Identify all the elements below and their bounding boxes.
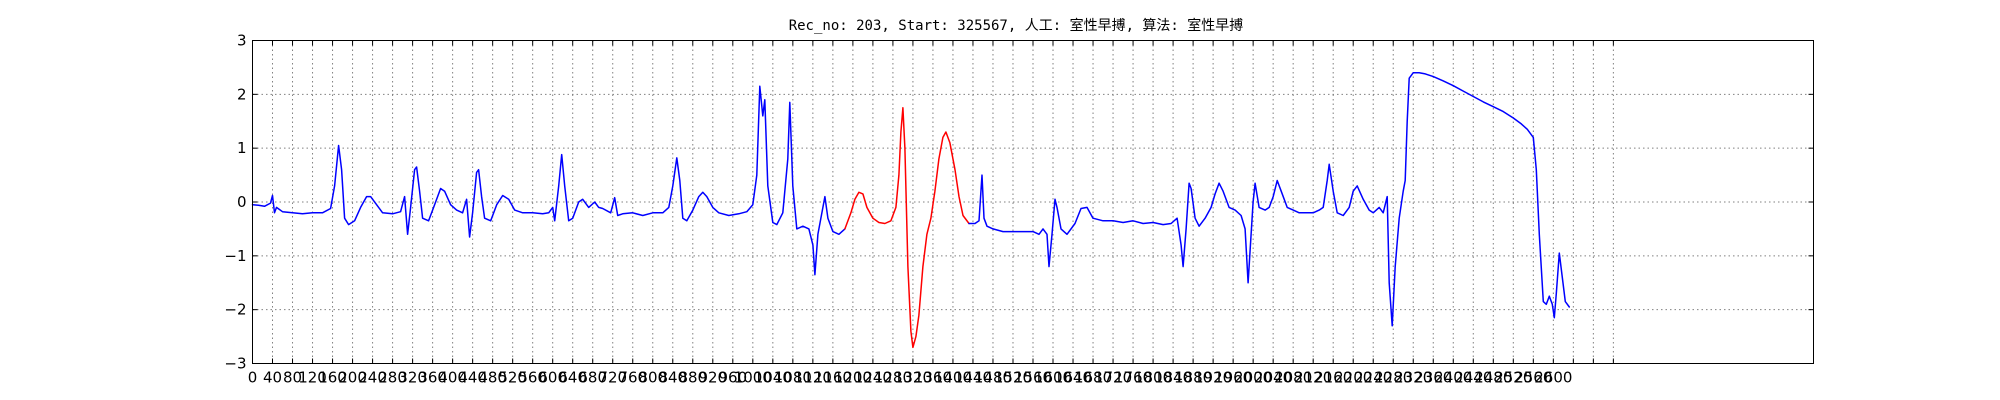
y-tick-label: −2 bbox=[224, 301, 246, 319]
x-tick-label: 1880 bbox=[1174, 369, 1212, 387]
x-tick-label: 2040 bbox=[1254, 369, 1292, 387]
x-tick-label: 2200 bbox=[1334, 369, 1372, 387]
x-tick-label: 160 bbox=[318, 369, 347, 387]
series-line-1 bbox=[251, 85, 846, 276]
x-tick-label: 2560 bbox=[1514, 369, 1552, 387]
x-tick-label: 0 bbox=[248, 369, 258, 387]
y-tick-label: 1 bbox=[237, 139, 247, 157]
x-tick-label: 2080 bbox=[1274, 369, 1312, 387]
x-tick-label: 1440 bbox=[954, 369, 992, 387]
series-line-2 bbox=[844, 107, 970, 349]
x-tick-label: 960 bbox=[718, 369, 747, 387]
x-tick-label: 1120 bbox=[794, 369, 832, 387]
x-axis: 0 40 8012016020024028032036040044048052056… bbox=[248, 40, 1614, 387]
x-tick-label: 1320 bbox=[894, 369, 932, 387]
x-tick-label: 2240 bbox=[1354, 369, 1392, 387]
x-tick-label: 1160 bbox=[814, 369, 852, 387]
x-tick-label: 2600 bbox=[1534, 369, 1572, 387]
series-line-3 bbox=[968, 72, 1571, 327]
x-tick-label: 2160 bbox=[1314, 369, 1352, 387]
y-tick-label: −1 bbox=[224, 247, 246, 265]
x-tick-label: 1720 bbox=[1094, 369, 1132, 387]
x-tick-label: 800 bbox=[638, 369, 667, 387]
x-tick-label: 1040 bbox=[754, 369, 792, 387]
x-tick-label: 280 bbox=[378, 369, 407, 387]
x-tick-label: 80 bbox=[283, 369, 302, 387]
x-tick-label: 40 bbox=[263, 369, 282, 387]
x-tick-label: 2280 bbox=[1374, 369, 1412, 387]
chart-title: Rec_no: 203, Start: 325567, 人工: 室性早搏, 算法… bbox=[789, 17, 1244, 34]
x-tick-label: 680 bbox=[578, 369, 607, 387]
x-tick-label: 200 bbox=[338, 369, 367, 387]
x-tick-label: 1920 bbox=[1194, 369, 1232, 387]
x-tick-label: 1640 bbox=[1054, 369, 1092, 387]
y-axis: −3 −2 −1 0 1 2 3 bbox=[224, 32, 1814, 373]
series-layer bbox=[251, 72, 1571, 349]
x-tick-label: 1240 bbox=[854, 369, 892, 387]
x-tick-label: 1600 bbox=[1034, 369, 1072, 387]
x-tick-label: 1360 bbox=[914, 369, 952, 387]
x-tick-label: 240 bbox=[358, 369, 387, 387]
x-tick-label: 360 bbox=[418, 369, 447, 387]
x-tick-label: 1560 bbox=[1014, 369, 1052, 387]
x-tick-label: 760 bbox=[618, 369, 647, 387]
y-tick-label: 0 bbox=[237, 193, 247, 211]
x-tick-label: 1000 bbox=[734, 369, 772, 387]
x-tick-label: 1200 bbox=[834, 369, 872, 387]
x-tick-label: 720 bbox=[598, 369, 627, 387]
x-tick-label: 2000 bbox=[1234, 369, 1272, 387]
x-tick-label: 440 bbox=[458, 369, 487, 387]
x-tick-label: 2440 bbox=[1454, 369, 1492, 387]
x-tick-label: 1960 bbox=[1214, 369, 1252, 387]
x-tick-label: 480 bbox=[478, 369, 507, 387]
x-tick-label: 880 bbox=[678, 369, 707, 387]
y-tick-label: −3 bbox=[224, 355, 246, 373]
x-tick-label: 920 bbox=[698, 369, 727, 387]
x-tick-label: 2120 bbox=[1294, 369, 1332, 387]
x-tick-label: 1840 bbox=[1154, 369, 1192, 387]
x-tick-label: 640 bbox=[558, 369, 587, 387]
y-tick-label: 2 bbox=[237, 85, 247, 103]
x-tick-label: 1800 bbox=[1134, 369, 1172, 387]
x-tick-label: 1400 bbox=[934, 369, 972, 387]
x-tick-label: 2360 bbox=[1414, 369, 1452, 387]
x-tick-label: 1080 bbox=[774, 369, 812, 387]
x-tick-label: 840 bbox=[658, 369, 687, 387]
y-tick-label: 3 bbox=[237, 32, 247, 50]
x-tick-label: 1520 bbox=[994, 369, 1032, 387]
x-tick-label: 2400 bbox=[1434, 369, 1472, 387]
x-tick-label: 320 bbox=[398, 369, 427, 387]
x-tick-label: 2480 bbox=[1474, 369, 1512, 387]
x-tick-label: 600 bbox=[538, 369, 567, 387]
x-tick-label: 1680 bbox=[1074, 369, 1112, 387]
x-tick-label: 400 bbox=[438, 369, 467, 387]
x-tick-label: 520 bbox=[498, 369, 527, 387]
x-tick-label: 2320 bbox=[1394, 369, 1432, 387]
x-tick-label: 1280 bbox=[874, 369, 912, 387]
grid-layer bbox=[252, 40, 1814, 364]
x-tick-label: 560 bbox=[518, 369, 547, 387]
x-tick-label: 1480 bbox=[974, 369, 1012, 387]
x-tick-label: 120 bbox=[298, 369, 327, 387]
x-tick-label: 2520 bbox=[1494, 369, 1532, 387]
x-tick-label: 1760 bbox=[1114, 369, 1152, 387]
